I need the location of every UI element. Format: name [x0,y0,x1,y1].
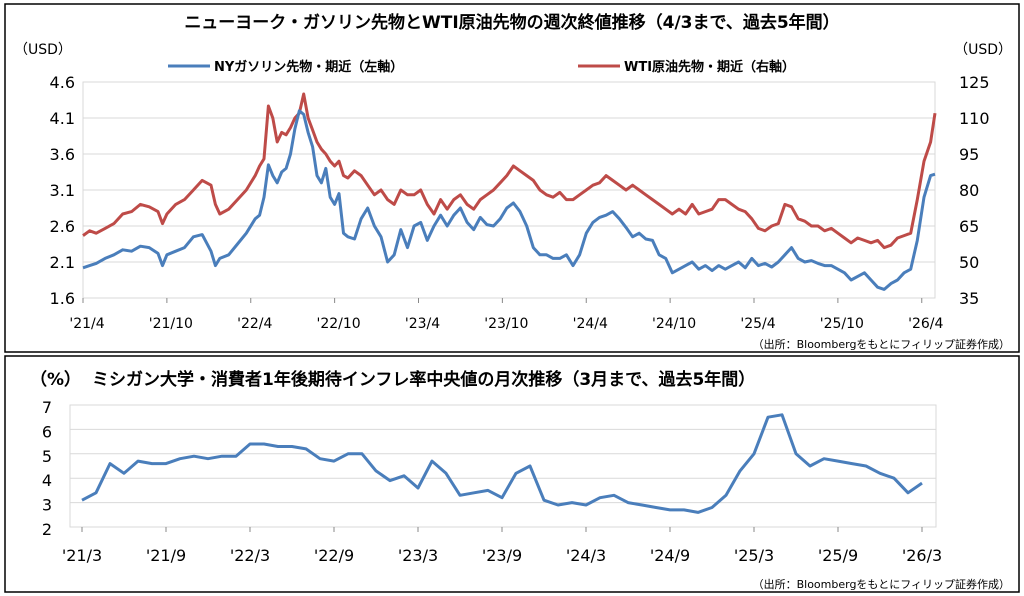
top-right-tick-label: 35 [959,289,979,308]
bottom-x-tick-label: '22/9 [314,546,354,565]
top-left-unit: （USD） [14,42,72,58]
bottom-source-note: （出所：Bloombergをもとにフィリップ証券作成） [753,577,1010,591]
top-gridlines [82,81,935,303]
top-chart-frame [4,3,1020,353]
bottom-y-axis-labels: 7 6 5 4 3 2 [42,398,52,539]
top-x-tick-label: '25/4 [740,316,775,332]
top-left-tick-label: 1.6 [50,289,75,308]
top-right-tick-label: 95 [959,145,979,164]
top-right-tick-label: 110 [959,109,990,128]
top-chart-title: ニューヨーク・ガソリン先物とWTI原油先物の週次終値推移（4/3まで、過去5年間… [184,12,839,33]
bottom-x-tick-label: '21/9 [146,546,186,565]
bottom-y-tick-label: 2 [42,520,52,539]
top-x-tick-label: '21/10 [149,316,193,332]
bottom-x-tick-label: '23/3 [398,546,438,565]
top-series-group [82,92,937,291]
top-right-axis-labels: 125 110 95 80 65 50 35 [959,73,990,308]
legend-label-wti: WTI原油先物・期近（右軸） [624,59,795,75]
top-legend: NYガソリン先物・期近（左軸） WTI原油先物・期近（右軸） [168,59,795,75]
legend-label-gasoline: NYガソリン先物・期近（左軸） [214,59,403,75]
bottom-x-tick-label: '23/9 [482,546,522,565]
bottom-x-tick-label: '22/3 [230,546,270,565]
top-x-tick-label: '26/4 [908,316,943,332]
top-right-tick-label: 125 [959,73,990,92]
top-right-tick-label: 50 [959,253,979,272]
bottom-y-tick-label: 6 [42,422,52,441]
top-left-tick-label: 4.1 [50,109,75,128]
top-x-tick-label: '22/4 [237,316,272,332]
top-x-tick-label: '21/4 [69,316,104,332]
top-x-tick-label: '22/10 [317,316,361,332]
top-right-unit: （USD） [954,42,1012,58]
bottom-gridlines [70,404,936,532]
bottom-x-tick-label: '24/3 [566,546,606,565]
bottom-x-tick-label: '26/3 [902,546,942,565]
bottom-series-group [81,413,923,514]
bottom-x-tick-label: '24/9 [650,546,690,565]
inflation-expectation-line [81,413,923,514]
bottom-y-tick-label: 3 [42,496,52,515]
top-left-tick-label: 3.6 [50,145,75,164]
bottom-y-tick-label: 4 [42,471,52,490]
top-x-tick-label: '24/10 [652,316,696,332]
top-left-tick-label: 3.1 [50,181,75,200]
wti-series-line [82,92,937,250]
top-left-axis-labels: 4.6 4.1 3.6 3.1 2.6 2.1 1.6 [50,73,75,308]
top-left-tick-label: 4.6 [50,73,75,92]
top-x-tick-label: '24/4 [573,316,608,332]
top-x-tick-label: '23/10 [484,316,528,332]
bottom-y-tick-label: 5 [42,447,52,466]
top-x-tick-label: '25/10 [820,316,864,332]
bottom-y-tick-label: 7 [42,398,52,417]
bottom-x-tick-label: '25/9 [818,546,858,565]
gasoline-series-line [82,109,936,291]
top-right-tick-label: 80 [959,181,979,200]
bottom-chart-frame [4,355,1020,593]
top-x-tick-label: '23/4 [405,316,440,332]
bottom-x-tick-label: '21/3 [62,546,102,565]
bottom-x-tick-label: '25/3 [734,546,774,565]
bottom-x-axis-labels: '21/3 '21/9 '22/3 '22/9 '23/3 '23/9 '24/3 '24/9… [62,546,942,565]
top-right-tick-label: 65 [959,217,979,236]
bottom-chart-title-unit: （%） [30,369,81,390]
top-left-tick-label: 2.1 [50,253,75,272]
bottom-chart-title: ミシガン大学・消費者1年後期待インフレ率中央値の月次推移（3月まで、過去5年間） [92,369,755,390]
top-source-note: （出所：Bloombergをもとにフィリップ証券作成） [753,337,1010,351]
top-left-tick-label: 2.6 [50,217,75,236]
top-x-axis-labels: '21/4 '21/10 '22/4 '22/10 '23/4 '23/10 '24/4 '2… [69,316,943,332]
